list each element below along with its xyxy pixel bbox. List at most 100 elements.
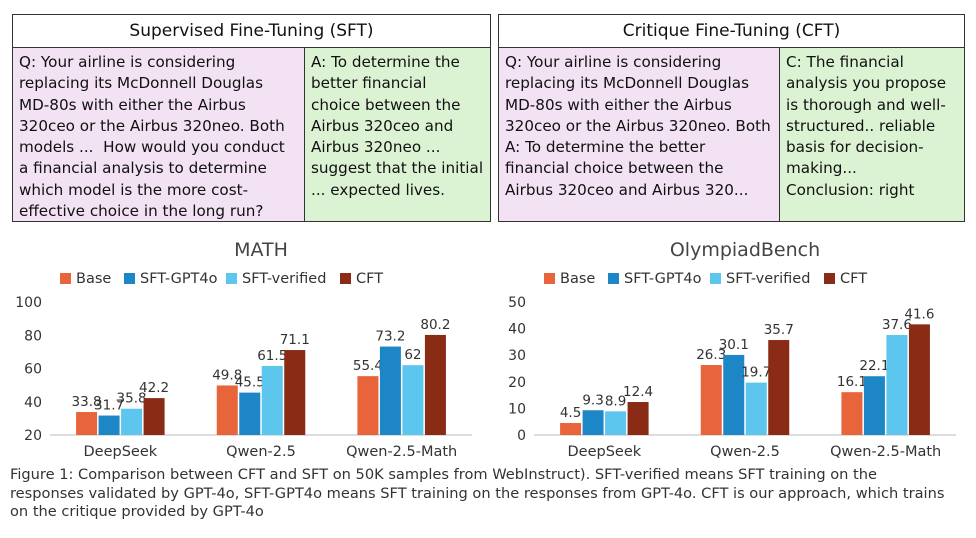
legend-swatch-cft xyxy=(340,273,351,284)
bar-base-qwen-2-5-math xyxy=(841,392,863,435)
data-label-cft-qwen-2-5: 71.1 xyxy=(280,332,310,348)
legend-label-base: Base xyxy=(76,271,111,287)
sft-answer-line: suggest that the initial xyxy=(311,159,484,178)
legend-swatch-base xyxy=(60,273,71,284)
cft-question-line: Q: Your airline is considering xyxy=(505,53,722,71)
data-label-sft-verified-deepseek: 35.8 xyxy=(117,391,147,407)
bar-sft-gpt4o-qwen-2-5 xyxy=(239,392,261,435)
bar-cft-qwen-2-5 xyxy=(768,340,790,435)
bar-sft-verified-qwen-2-5-math xyxy=(402,365,424,435)
cft-question-line: 320ceo or the Airbus 320neo. Both xyxy=(505,116,771,135)
data-label-sft-gpt4o-qwen-2-5-math: 73.2 xyxy=(375,329,405,345)
sft-question-line: effective choice in the long run? xyxy=(19,202,264,221)
data-label-sft-verified-qwen-2-5-math: 37.6 xyxy=(882,317,912,333)
data-label-cft-qwen-2-5: 35.7 xyxy=(764,322,794,338)
bar-base-qwen-2-5 xyxy=(216,385,238,435)
sft-question-line: 320ceo or the Airbus 320neo. Both xyxy=(19,116,285,135)
legend-swatch-cft xyxy=(824,273,835,284)
bar-sft-gpt4o-deepseek xyxy=(582,410,604,435)
y-tick-label: 60 xyxy=(24,362,42,378)
cft-conclusion-line: Conclusion: right xyxy=(786,180,915,199)
y-tick-label: 80 xyxy=(24,328,42,344)
y-tick-label: 40 xyxy=(24,395,42,411)
caption-line: on the critique provided by GPT-4o xyxy=(10,503,264,520)
x-tick-label: DeepSeek xyxy=(84,444,158,460)
cft-answer-line: Airbus 320ceo and Airbus 320... xyxy=(505,180,749,199)
cft-critique-line: C: The financial xyxy=(786,53,904,71)
x-tick-label: Qwen-2.5-Math xyxy=(346,444,457,460)
y-tick-label: 20 xyxy=(24,428,42,444)
data-label-cft-qwen-2-5-math: 41.6 xyxy=(904,306,934,322)
cft-critique-line: basis for decision- xyxy=(786,138,924,157)
sft-question-line: MD-80s with either the Airbus xyxy=(19,95,246,114)
data-label-base-qwen-2-5: 26.3 xyxy=(696,347,726,363)
legend-label-sft-verified: SFT-verified xyxy=(726,271,810,287)
math-chart: MATH Base SFT-GPT4o SFT-verified CFT 20 40 60 80… xyxy=(15,239,472,460)
cft-question-line: MD-80s with either the Airbus xyxy=(505,95,732,114)
legend-label-sft-gpt4o: SFT-GPT4o xyxy=(624,271,702,287)
bar-base-deepseek xyxy=(560,423,582,435)
sft-question-line: models ... How would you conduct xyxy=(19,138,285,157)
data-label-sft-verified-qwen-2-5: 61.5 xyxy=(257,348,287,364)
bar-cft-qwen-2-5-math xyxy=(424,334,446,435)
cft-panel-title: Critique Fine-Tuning (CFT) xyxy=(499,15,964,48)
cft-critique-line: is thorough and well- xyxy=(786,95,946,114)
sft-question-line: replacing its McDonnell Douglas xyxy=(19,74,263,93)
cft-critique-line: analysis you propose xyxy=(786,74,947,93)
data-label-base-qwen-2-5-math: 16.1 xyxy=(837,374,867,390)
bar-cft-qwen-2-5-math xyxy=(908,324,930,435)
data-label-cft-qwen-2-5-math: 80.2 xyxy=(420,317,450,333)
caption-line: responses validated by GPT-4o, SFT-GPT4o… xyxy=(10,484,945,502)
olympiadbench-chart: OlympiadBench Base SFT-GPT4o SFT-verified CF… xyxy=(508,239,956,460)
y-tick-label: 20 xyxy=(508,375,526,391)
bar-sft-gpt4o-deepseek xyxy=(98,415,120,435)
y-tick-label: 50 xyxy=(508,295,526,311)
legend-label-cft: CFT xyxy=(840,271,867,287)
chart-title: MATH xyxy=(234,239,288,261)
data-label-sft-verified-deepseek: 8.9 xyxy=(605,393,626,409)
data-label-cft-deepseek: 42.2 xyxy=(139,380,169,396)
bar-sft-gpt4o-qwen-2-5 xyxy=(723,354,745,435)
legend-label-sft-gpt4o: SFT-GPT4o xyxy=(140,271,218,287)
caption-line: Figure 1: Comparison between CFT and SFT… xyxy=(10,466,878,483)
cft-panel: Critique Fine-Tuning (CFT) Q: Your airli… xyxy=(498,14,965,222)
x-tick-label: Qwen-2.5 xyxy=(710,444,780,460)
bar-sft-verified-qwen-2-5 xyxy=(261,366,283,435)
data-label-base-qwen-2-5-math: 55.4 xyxy=(353,358,383,374)
bar-base-qwen-2-5 xyxy=(700,365,722,435)
legend-label-cft: CFT xyxy=(356,271,383,287)
sft-panel-title: Supervised Fine-Tuning (SFT) xyxy=(13,15,490,48)
bar-sft-verified-qwen-2-5-math xyxy=(886,334,908,435)
data-label-sft-verified-qwen-2-5-math: 62 xyxy=(404,347,421,363)
chart-title: OlympiadBench xyxy=(670,239,820,261)
data-label-sft-gpt4o-qwen-2-5: 45.5 xyxy=(235,375,265,391)
sft-answer-line: A: To determine the xyxy=(311,53,460,71)
sft-answer-line: Airbus 320ceo and xyxy=(311,116,454,135)
bar-cft-deepseek xyxy=(627,402,649,435)
bar-base-deepseek xyxy=(76,412,98,435)
bar-sft-verified-deepseek xyxy=(605,411,627,435)
sft-question-line: a financial analysis to determine xyxy=(19,159,267,178)
bar-cft-qwen-2-5 xyxy=(284,350,306,435)
bar-sft-verified-qwen-2-5 xyxy=(745,382,767,435)
cft-answer-line: A: To determine the better xyxy=(505,138,706,157)
data-label-cft-deepseek: 12.4 xyxy=(623,384,653,400)
sft-answer-line: better financial xyxy=(311,74,427,93)
legend-label-base: Base xyxy=(560,271,595,287)
y-tick-label: 40 xyxy=(508,322,526,338)
bar-sft-gpt4o-qwen-2-5-math xyxy=(379,346,401,435)
y-tick-label: 100 xyxy=(15,295,42,311)
sft-question-line: Q: Your airline is considering xyxy=(19,53,236,71)
figure-caption: Figure 1: Comparison between CFT and SFT… xyxy=(10,466,968,522)
sft-question-line: which model is the more cost- xyxy=(19,180,249,199)
legend-swatch-sft-gpt4o xyxy=(608,273,619,284)
data-label-sft-gpt4o-qwen-2-5-math: 22.1 xyxy=(859,358,889,374)
bar-sft-verified-deepseek xyxy=(121,408,143,435)
legend-swatch-sft-gpt4o xyxy=(124,273,135,284)
x-tick-label: DeepSeek xyxy=(568,444,642,460)
cft-question-cell: Q: Your airline is considering replacing… xyxy=(499,48,779,221)
y-tick-label: 30 xyxy=(508,348,526,364)
bar-base-qwen-2-5-math xyxy=(357,376,379,435)
sft-answer-line: choice between the xyxy=(311,95,461,114)
data-label-base-qwen-2-5: 49.8 xyxy=(212,367,242,383)
